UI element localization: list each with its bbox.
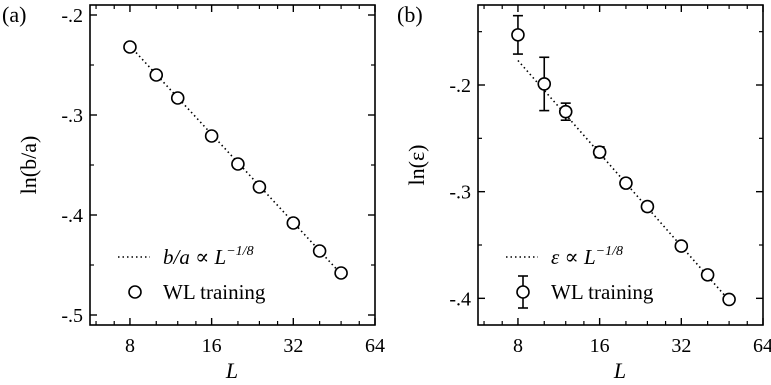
panel-a: (a) 8 16 32 64 -.5 -.4 -.3 -.2 L ln(b/a) b/a ∝ … (2, 2, 385, 383)
x-tick-label: 16 (202, 335, 222, 357)
x-tick-label: 64 (753, 335, 771, 357)
legend-circle-marker (516, 285, 530, 299)
panel-a-axes: 8 16 32 64 -.5 -.4 -.3 -.2 (61, 5, 385, 357)
panel-a-ylabel: ln(b/a) (16, 136, 41, 195)
panel-a-data (123, 40, 348, 280)
data-point (674, 239, 689, 253)
data-point (334, 266, 348, 280)
y-tick-label: -.3 (449, 182, 471, 204)
panel-b-axes: 8 16 32 64 -.4 -.3 -.2 (449, 5, 771, 357)
data-point (286, 216, 301, 230)
y-tick-label: -.5 (61, 305, 83, 327)
legend-fit-label: b/a ∝ L−1/8 (163, 244, 254, 269)
x-tick-label: 32 (283, 335, 303, 357)
data-point (170, 91, 185, 105)
y-tick-label: -.4 (61, 205, 83, 227)
x-tick-label: 64 (365, 335, 385, 357)
legend-data-label: WL training (163, 280, 266, 304)
data-point (149, 68, 164, 82)
data-point (592, 145, 607, 159)
data-point (537, 77, 552, 91)
data-point (640, 199, 655, 214)
panel-a-xlabel: L (225, 358, 238, 383)
data-point (252, 180, 267, 194)
legend-fit-label: ε ∝ L−1/8 (551, 244, 623, 269)
data-point (312, 244, 327, 258)
panel-b-xlabel: L (613, 358, 626, 383)
panel-b-label: (b) (397, 2, 423, 27)
x-tick-label: 32 (671, 335, 691, 357)
panel-b-legend: ε ∝ L−1/8 WL training (506, 244, 654, 309)
data-point (619, 176, 633, 190)
panel-b: (b) 8 16 32 64 -.4 -.3 -.2 L ln(ε) ε ∝ L−1/8 W… (397, 2, 771, 383)
fit-line (517, 59, 730, 301)
y-tick-label: -.2 (61, 5, 83, 27)
panel-a-label: (a) (2, 2, 26, 27)
panel-b-data (511, 14, 736, 307)
panel-b-frame (477, 4, 764, 326)
data-point (558, 104, 573, 119)
y-tick-label: -.4 (449, 288, 471, 310)
data-point (204, 129, 219, 143)
data-point (511, 28, 525, 42)
data-point (722, 292, 736, 307)
legend-data-label: WL training (551, 280, 654, 304)
y-tick-label: -.3 (61, 105, 83, 127)
data-point (123, 40, 137, 54)
panel-a-legend: b/a ∝ L−1/8 WL training (118, 244, 266, 304)
data-point (231, 157, 245, 171)
x-tick-label: 8 (513, 335, 523, 357)
data-point (700, 268, 715, 282)
x-tick-label: 8 (125, 335, 135, 357)
panel-b-ylabel: ln(ε) (404, 144, 429, 185)
legend-circle-marker (128, 285, 142, 299)
x-tick-label: 16 (590, 335, 610, 357)
y-tick-label: -.2 (449, 75, 471, 97)
